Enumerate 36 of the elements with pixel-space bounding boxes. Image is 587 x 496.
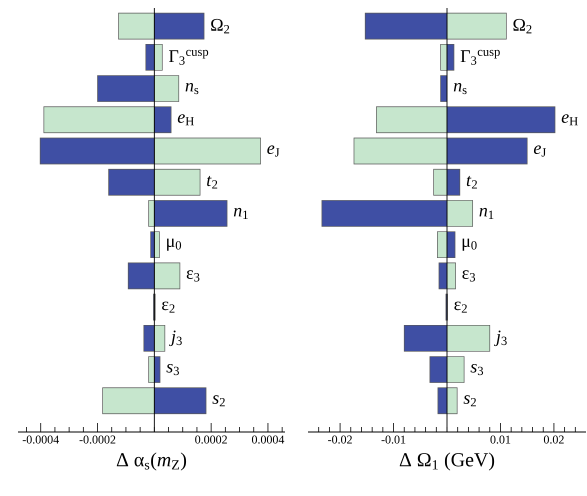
y-tick-label: e$_{J}$ — [267, 145, 280, 157]
y-tick-label: s$_{2}$ — [212, 395, 225, 406]
y-tick-label: s$_{3}$ — [166, 364, 179, 376]
x-tick-label: -0.0004 — [22, 436, 59, 444]
y-tick-label: n$_{1}$ — [234, 208, 248, 219]
y-tick-label: e$_{H}$ — [178, 114, 194, 126]
y-tick-label: t$_{2}$ — [207, 176, 218, 189]
x-tick-label: 0.0004 — [252, 436, 284, 444]
x-tick-label: 0.02 — [544, 436, 564, 444]
y-tick-label: e$_{H}$ — [562, 114, 578, 126]
y-tick-label: n$_{s}$ — [186, 82, 198, 94]
y-tick-label: Γ$_{3}$cusp — [460, 50, 500, 65]
y-tick-label: n$_{1}$ — [480, 208, 494, 219]
y-tick-label: μ$_{0}$ — [462, 238, 477, 251]
y-tick-label: e$_{J}$ — [534, 145, 546, 157]
y-tick-label: s$_{3}$ — [470, 364, 484, 376]
y-tick-label: j$_{3}$ — [494, 330, 507, 346]
x-tick-label: -0.02 — [328, 436, 352, 444]
y-tick-label: Γ$_{3}$cusp — [169, 50, 208, 65]
x-tick-label: -0.0002 — [80, 436, 116, 444]
x-tick-label: -0.01 — [382, 436, 406, 444]
x-tick-label: 0.01 — [490, 436, 510, 444]
y-tick-label: t$_{2}$ — [466, 176, 477, 189]
y-tick-label: Ω$_{2}$ — [211, 18, 230, 34]
x-axis-title: Δ Ω$_{1}$ (GeV) — [400, 452, 494, 471]
y-tick-label: ε$_{2}$ — [162, 302, 174, 313]
y-tick-label: ε$_{3}$ — [462, 270, 476, 282]
y-tick-label: j$_{3}$ — [169, 330, 182, 346]
x-axis-title: Δ α$_{s}$(m$_{Z}$) — [116, 452, 186, 471]
y-tick-label: μ$_{0}$ — [167, 238, 182, 251]
y-tick-label: ε$_{2}$ — [454, 302, 467, 313]
y-tick-label: Ω$_{2}$ — [513, 18, 532, 34]
y-tick-label: s$_{2}$ — [464, 395, 476, 406]
y-tick-label: n$_{s}$ — [454, 82, 467, 94]
x-tick-label: 0.0002 — [195, 436, 227, 444]
y-tick-label: ε$_{3}$ — [186, 270, 200, 282]
